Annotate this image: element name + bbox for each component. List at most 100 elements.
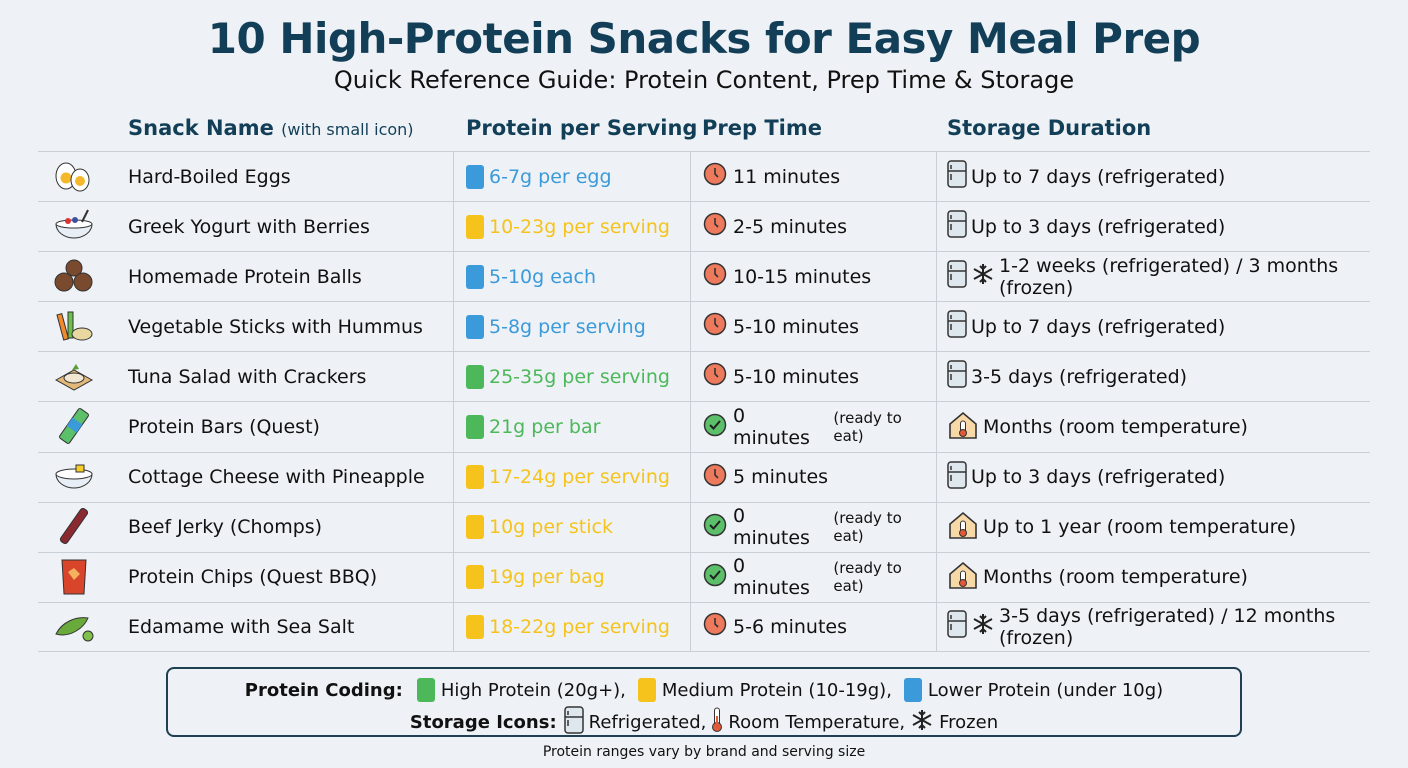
- legend-room: Room Temperature,: [728, 712, 906, 733]
- table-row: Beef Jerky (Chomps) 10g per stick 0 minu…: [38, 501, 1370, 552]
- fridge-icon: [947, 460, 967, 494]
- prep-note: (ready to eat): [833, 409, 902, 446]
- snack-name: Protein Chips (Quest BBQ): [128, 566, 378, 589]
- prep-cell: 0 minutes (ready to eat): [690, 402, 936, 452]
- egg-icon: [38, 158, 110, 196]
- header-storage: Storage Duration: [947, 116, 1152, 140]
- prep-value: 5-6 minutes: [733, 615, 847, 638]
- high-swatch: [416, 678, 435, 702]
- snack-name: Cottage Cheese with Pineapple: [128, 466, 425, 489]
- protein-cell: 19g per bag: [453, 552, 690, 602]
- protein-value: 25-35g per serving: [489, 365, 670, 388]
- prep-value: 0 minutes: [733, 505, 810, 550]
- snack-name: Edamame with Sea Salt: [128, 615, 355, 638]
- snowflake-icon: [971, 262, 995, 291]
- storage-cell: 3-5 days (refrigerated): [936, 352, 1370, 402]
- legend-lower: Lower Protein (under 10g): [927, 679, 1164, 701]
- storage-cell: Up to 7 days (refrigerated): [936, 152, 1370, 202]
- edamame-icon: [38, 608, 110, 646]
- prep-cell: 5-6 minutes: [690, 602, 936, 651]
- protein-level-swatch: [466, 364, 484, 389]
- yogurt-bowl-icon: [38, 208, 110, 246]
- legend-refrigerated: Refrigerated,: [588, 712, 707, 733]
- table-row: Vegetable Sticks with Hummus 5-8g per se…: [38, 301, 1370, 352]
- storage-value: Months (room temperature): [983, 566, 1248, 589]
- storage-cell: Months (room temperature): [936, 402, 1370, 452]
- protein-balls-icon: [38, 258, 110, 296]
- protein-level-swatch: [466, 465, 484, 490]
- header-prep-time: Prep Time: [702, 116, 822, 140]
- protein-cell: 25-35g per serving: [453, 352, 690, 402]
- beef-jerky-icon: [38, 508, 110, 546]
- fridge-icon: [947, 210, 967, 243]
- header-snack-name: Snack Name (with small icon): [128, 116, 414, 140]
- snack-name: Greek Yogurt with Berries: [128, 215, 370, 238]
- protein-bar-icon: [38, 408, 110, 446]
- protein-level-swatch: [466, 264, 484, 289]
- clock-icon: [703, 262, 727, 291]
- prep-cell: 0 minutes (ready to eat): [690, 552, 936, 602]
- legend-storage-label: Storage Icons:: [409, 712, 557, 733]
- legend-protein-label: Protein Coding:: [244, 679, 403, 701]
- legend-frozen: Frozen: [939, 712, 999, 733]
- protein-value: 10g per stick: [489, 516, 613, 539]
- chips-bag-icon: [38, 558, 110, 596]
- snack-name: Tuna Salad with Crackers: [128, 365, 367, 388]
- protein-value: 21g per bar: [489, 416, 601, 439]
- cottage-cheese-icon: [38, 458, 110, 496]
- fridge-icon: [947, 610, 967, 643]
- protein-cell: 18-22g per serving: [453, 602, 690, 651]
- protein-cell: 21g per bar: [453, 402, 690, 452]
- storage-cell: 3-5 days (refrigerated) / 12 months (fro…: [936, 602, 1370, 651]
- prep-value: 11 minutes: [733, 165, 841, 188]
- checkmark-icon: [703, 413, 727, 442]
- house-thermometer-icon: [947, 560, 979, 595]
- table-row: Hard-Boiled Eggs 6-7g per egg 11 minutes…: [38, 151, 1370, 202]
- storage-value: Up to 7 days (refrigerated): [971, 315, 1226, 338]
- fridge-icon: [947, 260, 967, 293]
- storage-cell: 1-2 weeks (refrigerated) / 3 months (fro…: [936, 252, 1370, 302]
- snack-name: Beef Jerky (Chomps): [128, 516, 323, 539]
- protein-value: 5-10g each: [489, 265, 597, 288]
- checkmark-icon: [703, 563, 727, 592]
- prep-value: 0 minutes: [733, 555, 810, 600]
- protein-level-swatch: [466, 614, 484, 639]
- storage-value: Up to 3 days (refrigerated): [971, 466, 1226, 489]
- snowflake-icon: [910, 708, 934, 737]
- protein-level-swatch: [466, 164, 484, 189]
- clock-icon: [703, 312, 727, 341]
- page-title: 10 High-Protein Snacks for Easy Meal Pre…: [207, 14, 1201, 63]
- protein-value: 18-22g per serving: [489, 615, 670, 638]
- snack-table: Hard-Boiled Eggs 6-7g per egg 11 minutes…: [38, 151, 1370, 652]
- protein-level-swatch: [466, 415, 484, 440]
- clock-icon: [703, 463, 727, 492]
- prep-cell: 5-10 minutes: [690, 302, 936, 352]
- legend: Protein Coding: High Protein (20g+), Med…: [166, 667, 1242, 737]
- prep-cell: 2-5 minutes: [690, 202, 936, 252]
- prep-value: 5 minutes: [733, 466, 829, 489]
- page-subtitle: Quick Reference Guide: Protein Content, …: [333, 66, 1075, 94]
- vegetable-sticks-icon: [38, 308, 110, 346]
- prep-value: 0 minutes: [733, 405, 810, 450]
- fridge-icon: [563, 706, 584, 739]
- protein-value: 17-24g per serving: [489, 466, 670, 489]
- storage-cell: Up to 1 year (room temperature): [936, 502, 1370, 552]
- prep-value: 5-10 minutes: [733, 365, 860, 388]
- snack-name: Homemade Protein Balls: [128, 265, 362, 288]
- table-row: Homemade Protein Balls 5-10g each 10-15 …: [38, 251, 1370, 302]
- storage-value: 3-5 days (refrigerated): [971, 365, 1188, 388]
- storage-value: 1-2 weeks (refrigerated) / 3 months (fro…: [999, 254, 1339, 299]
- thermometer-icon: [711, 707, 723, 738]
- protein-value: 5-8g per serving: [489, 315, 646, 338]
- protein-cell: 5-10g each: [453, 252, 690, 302]
- prep-cell: 10-15 minutes: [690, 252, 936, 302]
- storage-value: Months (room temperature): [983, 416, 1248, 439]
- footnote: Protein ranges vary by brand and serving…: [542, 744, 866, 760]
- snack-name: Vegetable Sticks with Hummus: [128, 315, 423, 338]
- protein-value: 10-23g per serving: [489, 215, 670, 238]
- table-row: Tuna Salad with Crackers 25-35g per serv…: [38, 351, 1370, 402]
- tuna-crackers-icon: [38, 358, 110, 396]
- protein-level-swatch: [466, 515, 484, 540]
- prep-note: (ready to eat): [833, 559, 902, 596]
- protein-cell: 10-23g per serving: [453, 202, 690, 252]
